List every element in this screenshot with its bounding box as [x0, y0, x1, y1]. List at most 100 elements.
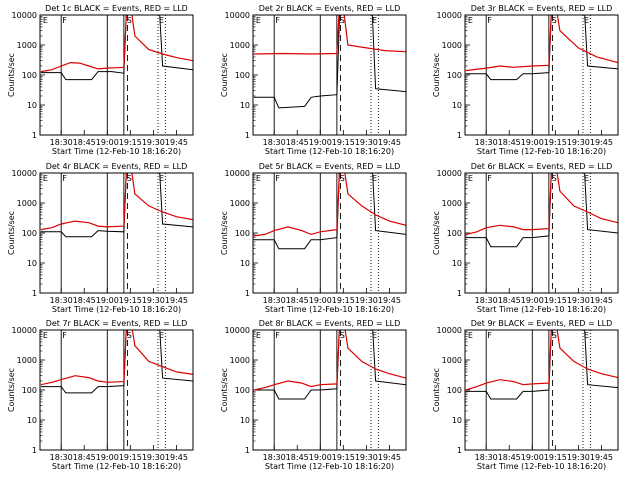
series-line-lld — [465, 330, 618, 391]
y-tick-label: 1 — [245, 131, 250, 140]
x-tick-label: 19:45 — [378, 138, 401, 147]
event-marker-label: E — [256, 174, 261, 183]
event-marker-label: S — [552, 174, 557, 183]
chart-panel-4: Det 4r BLACK = Events, RED = LLD 1 10 100 10… — [7, 162, 194, 314]
plot-frame — [464, 14, 619, 136]
y-axis-label: Counts/sec — [7, 53, 16, 97]
x-tick-label: 19:45 — [378, 453, 401, 462]
event-marker-label: E — [584, 16, 589, 25]
series-line-lld — [40, 15, 193, 73]
y-axis-label: Counts/sec — [432, 368, 441, 412]
x-tick-label: 19:00 — [309, 138, 332, 147]
series-line-events — [253, 330, 406, 400]
x-tick-label: 19:00 — [96, 296, 119, 305]
series-line-events — [465, 15, 618, 81]
plot-frame — [252, 14, 407, 136]
event-marker-label: F — [62, 16, 67, 25]
y-tick-label: 1000 — [442, 356, 462, 365]
series-line-events — [40, 15, 193, 81]
y-tick-label: 1000 — [442, 41, 462, 50]
event-marker-label: E — [372, 174, 377, 183]
chart-panel-6: Det 6r BLACK = Events, RED = LLD 1 10 100 10… — [432, 162, 619, 314]
chart-title: Det 4r BLACK = Events, RED = LLD — [46, 162, 188, 171]
event-marker-label: E — [468, 174, 473, 183]
series-line-lld — [465, 15, 618, 72]
event-marker-label: E — [159, 174, 164, 183]
x-tick-label: 18:30 — [475, 296, 498, 305]
x-tick-label: 19:45 — [165, 138, 188, 147]
x-tick-label: 19:15 — [332, 296, 355, 305]
y-tick-label: 1000 — [17, 41, 37, 50]
y-tick-label: 10000 — [225, 169, 250, 178]
event-marker-label: E — [256, 331, 261, 340]
x-tick-label: 18:30 — [50, 138, 73, 147]
x-tick-label: 19:30 — [567, 296, 590, 305]
y-tick-label: 1 — [32, 131, 37, 140]
y-tick-label: 10 — [27, 416, 37, 425]
y-tick-label: 1000 — [442, 199, 462, 208]
y-tick-label: 10000 — [437, 11, 462, 20]
series-group — [40, 15, 193, 81]
y-tick-label: 10 — [240, 101, 250, 110]
y-axis-label: Counts/sec — [220, 368, 229, 412]
chart-panel-8: Det 8r BLACK = Events, RED = LLD 1 10 100 10… — [220, 319, 407, 471]
y-tick-label: 10 — [452, 101, 462, 110]
x-tick-label: 19:00 — [96, 138, 119, 147]
y-tick-label: 10 — [27, 259, 37, 268]
y-tick-label: 1 — [457, 131, 462, 140]
y-tick-label: 10000 — [12, 11, 37, 20]
y-axis-label: Counts/sec — [7, 368, 16, 412]
event-marker-label: E — [159, 16, 164, 25]
event-marker-label: E — [468, 331, 473, 340]
y-axis-label: Counts/sec — [432, 211, 441, 255]
plot-frame — [464, 329, 619, 451]
y-tick-label: 10000 — [12, 169, 37, 178]
x-tick-label: 18:30 — [263, 296, 286, 305]
series-line-events — [40, 173, 193, 238]
x-tick-label: 19:30 — [567, 138, 590, 147]
y-tick-label: 1 — [32, 446, 37, 455]
x-axis-label: Start Time (12-Feb-10 18:16:20) — [52, 147, 181, 156]
x-tick-label: 18:45 — [286, 453, 309, 462]
chart-panel-9: Det 9r BLACK = Events, RED = LLD 1 10 100 10… — [432, 319, 619, 471]
x-tick-label: 19:30 — [142, 453, 165, 462]
series-line-lld — [253, 173, 406, 237]
y-tick-label: 1000 — [17, 356, 37, 365]
x-axis-label: Start Time (12-Feb-10 18:16:20) — [477, 147, 606, 156]
y-tick-label: 1000 — [230, 41, 250, 50]
series-group — [465, 15, 618, 81]
event-marker-label: F — [62, 331, 67, 340]
chart-panel-2: Det 2r BLACK = Events, RED = LLD 1 10 100 10… — [220, 4, 407, 156]
event-marker-label: E — [372, 16, 377, 25]
x-tick-label: 19:00 — [521, 453, 544, 462]
series-group — [40, 173, 193, 238]
x-axis-label: Start Time (12-Feb-10 18:16:20) — [477, 462, 606, 471]
series-line-lld — [253, 330, 406, 391]
y-tick-label: 1 — [245, 289, 250, 298]
plot-frame — [464, 172, 619, 294]
event-marker-label: S — [340, 174, 345, 183]
y-axis-label: Counts/sec — [432, 53, 441, 97]
event-marker-label: F — [487, 174, 492, 183]
x-tick-label: 19:45 — [590, 138, 613, 147]
y-tick-label: 10000 — [437, 169, 462, 178]
x-tick-label: 19:15 — [544, 138, 567, 147]
event-marker-label: F — [487, 16, 492, 25]
x-tick-label: 19:30 — [355, 138, 378, 147]
chart-title: Det 2r BLACK = Events, RED = LLD — [259, 4, 401, 13]
x-tick-label: 18:30 — [50, 296, 73, 305]
series-group — [253, 173, 406, 250]
series-line-events — [253, 15, 406, 109]
x-tick-label: 19:45 — [590, 453, 613, 462]
reference-lines — [60, 15, 166, 135]
chart-panel-1: Det 1c BLACK = Events, RED = LLD 1 10 100 10… — [7, 4, 194, 156]
y-tick-label: 10000 — [437, 326, 462, 335]
x-tick-label: 19:30 — [142, 138, 165, 147]
event-marker-label: F — [62, 174, 67, 183]
reference-lines — [60, 330, 166, 450]
y-tick-label: 100 — [235, 229, 250, 238]
chart-title: Det 1c BLACK = Events, RED = LLD — [45, 4, 188, 13]
x-tick-label: 19:45 — [165, 296, 188, 305]
x-tick-label: 18:45 — [286, 296, 309, 305]
series-group — [40, 330, 193, 394]
